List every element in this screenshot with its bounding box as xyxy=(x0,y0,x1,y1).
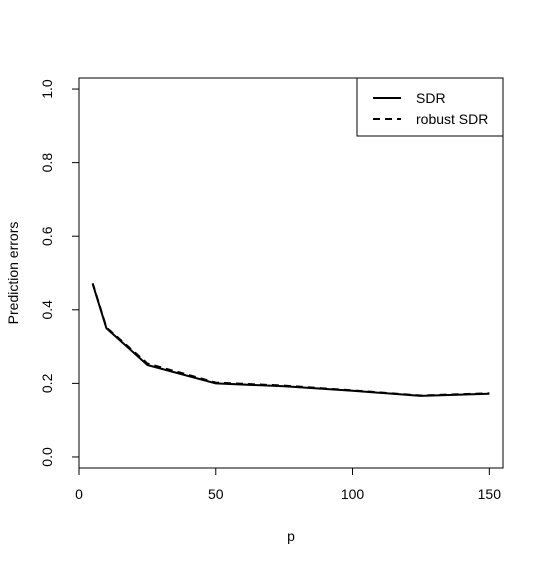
legend: SDR robust SDR xyxy=(356,77,504,137)
y-tick-label: 0.6 xyxy=(39,226,55,246)
x-tick-label: 50 xyxy=(208,486,224,502)
legend-box xyxy=(356,77,504,137)
x-axis-title: p xyxy=(287,528,295,544)
y-tick-label: 0.0 xyxy=(39,447,55,467)
series-line-sdr xyxy=(91,283,490,397)
legend-label-sdr: SDR xyxy=(416,90,446,106)
y-tick-label: 0.4 xyxy=(39,300,55,320)
y-axis-title: Prediction errors xyxy=(5,222,21,325)
x-axis: 0 50 100 150 xyxy=(75,467,502,502)
y-tick-label: 0.8 xyxy=(39,153,55,173)
y-tick-label: 0.2 xyxy=(39,373,55,393)
y-tick-label: 1.0 xyxy=(39,79,55,99)
y-axis: 0.0 0.2 0.4 0.6 0.8 1.0 xyxy=(39,79,80,467)
series-line-robust-sdr xyxy=(91,283,490,397)
x-tick-label: 150 xyxy=(478,486,502,502)
x-tick-label: 100 xyxy=(341,486,365,502)
x-tick-label: 0 xyxy=(75,486,83,502)
series-layer xyxy=(91,283,490,397)
legend-label-robust-sdr: robust SDR xyxy=(416,111,488,127)
